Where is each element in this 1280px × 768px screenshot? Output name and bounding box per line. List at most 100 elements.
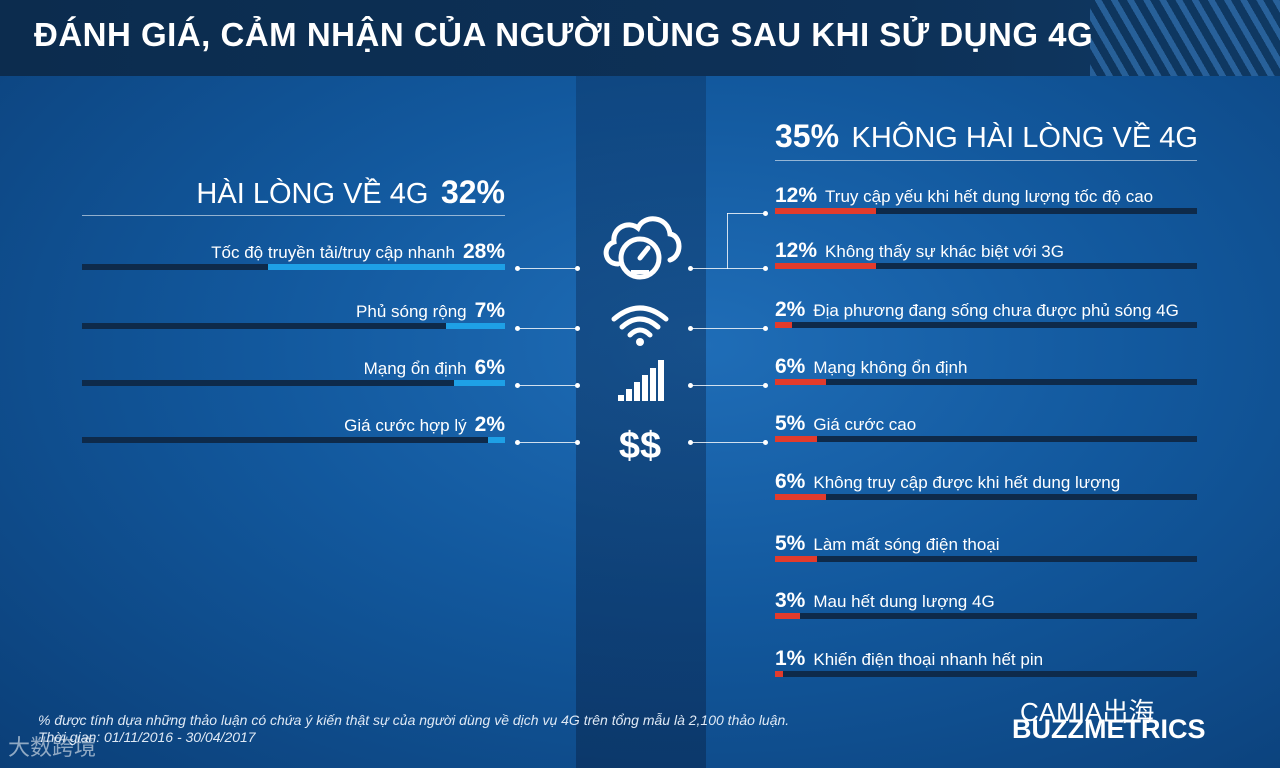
unsatisfied-bar	[775, 322, 792, 328]
left-connector-line	[517, 268, 577, 269]
left-connector-line	[517, 385, 577, 386]
bar-label-text: Mạng ổn định	[363, 359, 467, 378]
connector-dot	[515, 326, 520, 331]
connector-dot	[688, 440, 693, 445]
unsatisfied-title-value: 35%	[775, 118, 840, 154]
connector-dot	[575, 383, 580, 388]
svg-text:$$: $$	[619, 425, 661, 466]
satisfied-bar	[446, 323, 505, 329]
connector-dot	[575, 326, 580, 331]
bar-track	[775, 322, 1197, 328]
bar-track	[775, 379, 1197, 385]
signal-bars-icon	[618, 360, 664, 401]
bar-value-label: 28%	[462, 240, 505, 263]
unsatisfied-bar-row: 5% Giá cước cao	[775, 412, 1197, 442]
unsatisfied-bar-row: 6% Không truy cập được khi hết dung lượng	[775, 470, 1197, 500]
bar-value-label: 2%	[474, 413, 505, 436]
bar-label-text: Mạng không ổn định	[813, 358, 968, 377]
satisfied-bar-label: Giá cước hợp lý 2%	[344, 413, 505, 437]
satisfied-bar	[454, 380, 505, 386]
satisfied-title-value: 32%	[440, 174, 505, 210]
unsatisfied-bar-row: 6% Mạng không ổn định	[775, 355, 1197, 385]
unsatisfied-title: 35% KHÔNG HÀI LÒNG VỀ 4G	[775, 118, 1198, 155]
satisfied-bar-row: Mạng ổn định 6%	[82, 356, 505, 386]
bar-value-label: 12%	[775, 184, 818, 207]
unsatisfied-bar-label: 6% Không truy cập được khi hết dung lượng	[775, 470, 1120, 494]
connector-dot	[575, 266, 580, 271]
bar-label-text: Khiến điện thoại nhanh hết pin	[813, 650, 1044, 669]
footnote-line-2: Thời gian: 01/11/2016 - 30/04/2017	[38, 729, 256, 745]
unsatisfied-bar-label: 6% Mạng không ổn định	[775, 355, 967, 379]
bar-track	[82, 437, 505, 443]
bar-track	[775, 263, 1197, 269]
unsatisfied-bar-label: 2% Địa phương đang sống chưa được phủ són…	[775, 298, 1179, 322]
bar-track	[82, 380, 505, 386]
right-connector-line	[690, 442, 765, 443]
right-connector-line	[690, 385, 765, 386]
bar-label-text: Không thấy sự khác biệt với 3G	[825, 242, 1064, 261]
unsatisfied-bar-row: 5% Làm mất sóng điện thoại	[775, 532, 1197, 562]
bar-track	[775, 613, 1197, 619]
bar-track	[775, 556, 1197, 562]
bar-label-text: Mau hết dung lượng 4G	[813, 592, 995, 611]
footnote-line-1: % được tính dựa những thảo luận có chứa …	[38, 712, 790, 728]
satisfied-bar-row: Tốc độ truyền tải/truy cập nhanh 28%	[82, 240, 505, 270]
page-title: ĐÁNH GIÁ, CẢM NHẬN CỦA NGƯỜI DÙNG SAU KH…	[34, 16, 1094, 53]
satisfied-bar	[268, 264, 505, 270]
unsatisfied-bar-row: 3% Mau hết dung lượng 4G	[775, 589, 1197, 619]
bar-label-text: Phủ sóng rộng	[356, 302, 467, 321]
satisfied-bar-row: Phủ sóng rộng 7%	[82, 299, 505, 329]
connector-dot	[515, 266, 520, 271]
unsatisfied-bar-row: 1% Khiến điện thoại nhanh hết pin	[775, 647, 1197, 677]
camia-overlay: CAMIA出海	[1020, 697, 1155, 727]
bar-label-text: Giá cước cao	[813, 415, 917, 434]
bar-value-label: 5%	[775, 412, 806, 435]
connector-dot	[763, 326, 768, 331]
unsatisfied-title-label: KHÔNG HÀI LÒNG VỀ 4G	[851, 122, 1198, 154]
unsatisfied-bar	[775, 263, 876, 269]
connector-dot	[763, 440, 768, 445]
unsatisfied-bar-row: 12% Truy cập yếu khi hết dung lượng tốc đ…	[775, 184, 1197, 214]
bar-label-text: Giá cước hợp lý	[344, 416, 467, 435]
unsatisfied-bar-row: 12% Không thấy sự khác biệt với 3G	[775, 239, 1197, 269]
unsatisfied-bar	[775, 208, 876, 214]
bar-track	[82, 264, 505, 270]
footnote: % được tính dựa những thảo luận có chứa …	[38, 712, 789, 746]
satisfied-title: HÀI LÒNG VỀ 4G 32%	[196, 174, 505, 211]
connector-dot	[763, 211, 768, 216]
bar-value-label: 7%	[474, 299, 505, 322]
unsatisfied-title-rule	[775, 160, 1197, 161]
satisfied-title-label: HÀI LÒNG VỀ 4G	[196, 178, 429, 210]
unsatisfied-bar	[775, 613, 800, 619]
unsatisfied-bar	[775, 671, 783, 677]
satisfied-bar	[488, 437, 505, 443]
unsatisfied-bar-label: 5% Giá cước cao	[775, 412, 916, 436]
buzzmetrics-logo: BUZZMETRICS	[1012, 714, 1206, 744]
bracket-line	[727, 213, 728, 269]
bar-label-text: Truy cập yếu khi hết dung lượng tốc độ c…	[825, 187, 1154, 206]
satisfied-bar-row: Giá cước hợp lý 2%	[82, 413, 505, 443]
watermark-logo: 大数跨境	[8, 735, 97, 760]
left-connector-line	[517, 442, 577, 443]
unsatisfied-bar	[775, 556, 817, 562]
bar-value-label: 6%	[474, 356, 505, 379]
bar-label-text: Tốc độ truyền tải/truy cập nhanh	[211, 243, 455, 262]
unsatisfied-bar	[775, 379, 826, 385]
connector-dot	[688, 266, 693, 271]
bar-track	[775, 208, 1197, 214]
unsatisfied-bar-label: 12% Không thấy sự khác biệt với 3G	[775, 239, 1064, 263]
center-column	[576, 76, 706, 768]
bar-track	[775, 436, 1197, 442]
bar-value-label: 1%	[775, 647, 806, 670]
connector-dot	[763, 266, 768, 271]
unsatisfied-bar-label: 3% Mau hết dung lượng 4G	[775, 589, 995, 613]
connector-dot	[688, 326, 693, 331]
header-bar: ĐÁNH GIÁ, CẢM NHẬN CỦA NGƯỜI DÙNG SAU KH…	[0, 0, 1280, 76]
bar-value-label: 2%	[775, 298, 806, 321]
satisfied-bar-label: Mạng ổn định 6%	[364, 356, 505, 380]
connector-dot	[515, 440, 520, 445]
bar-value-label: 6%	[775, 470, 806, 493]
cloud-speedometer-icon	[603, 216, 682, 280]
right-connector-line	[690, 268, 728, 269]
unsatisfied-bar-label: 12% Truy cập yếu khi hết dung lượng tốc đ…	[775, 184, 1153, 208]
